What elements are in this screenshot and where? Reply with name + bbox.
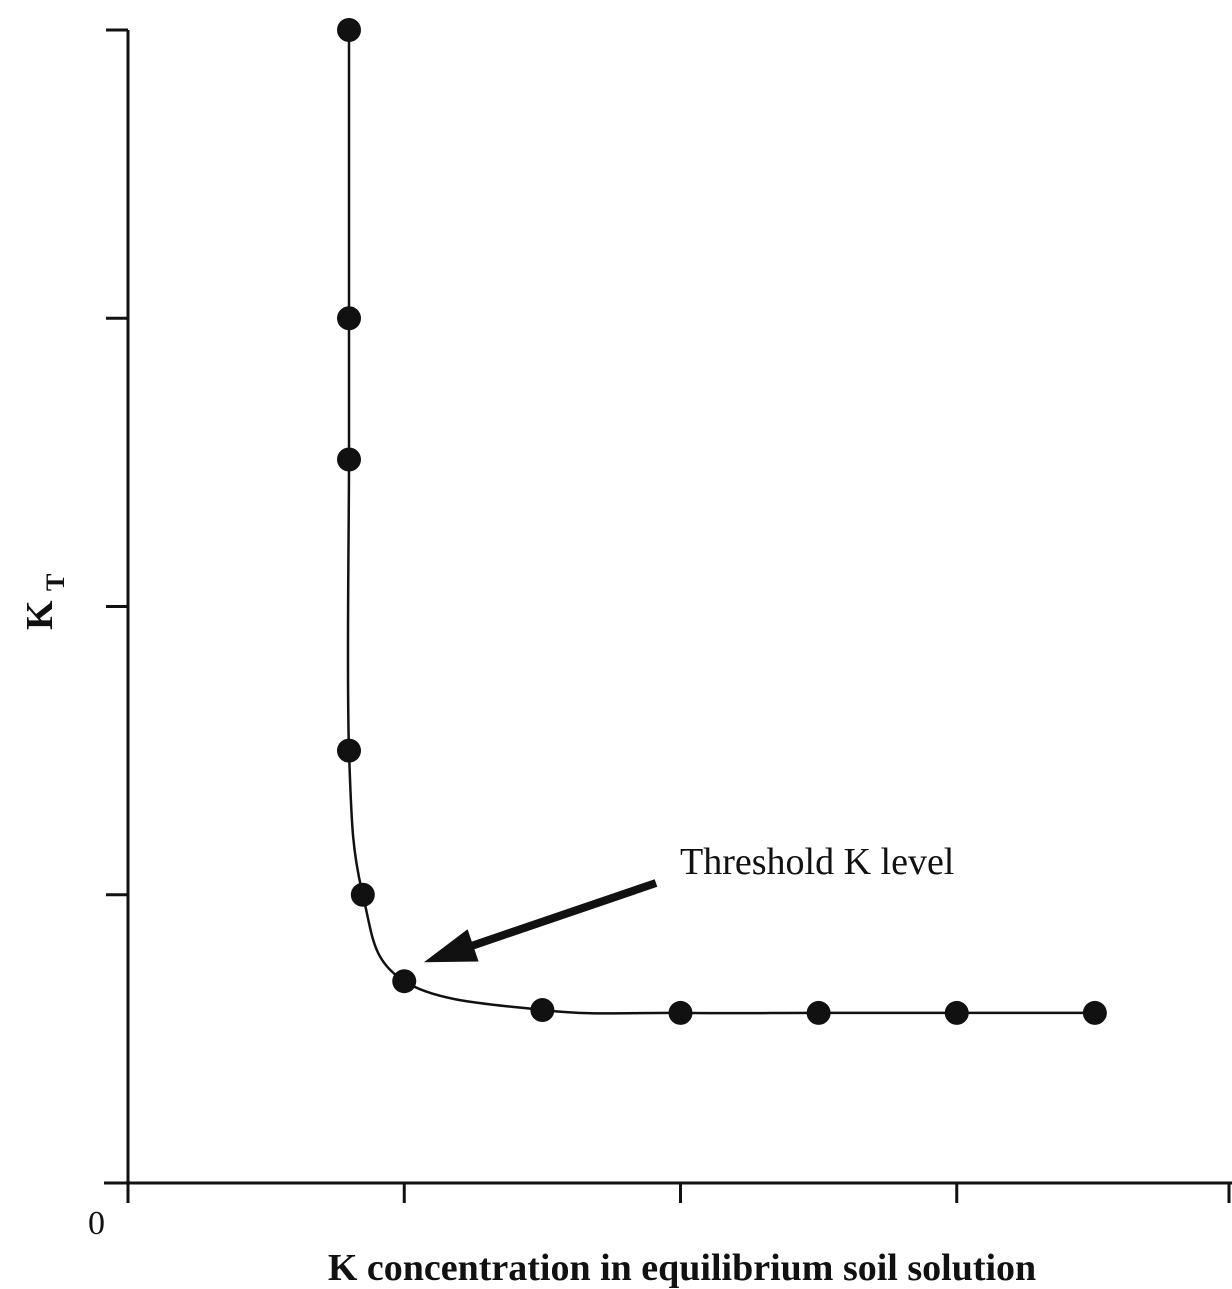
series-curve bbox=[346, 30, 1095, 1015]
y-axis-label-main: K bbox=[19, 600, 61, 630]
data-point bbox=[337, 738, 361, 763]
annotation-label: Threshold K level bbox=[680, 841, 954, 883]
data-point bbox=[337, 306, 361, 331]
origin-label: 0 bbox=[88, 1205, 105, 1242]
data-point bbox=[668, 1000, 693, 1025]
data-points bbox=[337, 18, 1107, 1025]
data-point bbox=[1082, 1000, 1107, 1025]
data-point bbox=[806, 1000, 831, 1025]
axes bbox=[104, 28, 1232, 1203]
y-axis-label-subscript: T bbox=[41, 574, 70, 591]
x-ticks bbox=[126, 1183, 1231, 1203]
data-point bbox=[337, 447, 361, 472]
data-point bbox=[350, 882, 375, 907]
y-axis-label: K T bbox=[19, 574, 70, 630]
data-point bbox=[337, 18, 361, 42]
data-point bbox=[944, 1000, 969, 1025]
y-ticks bbox=[106, 28, 128, 897]
data-point bbox=[530, 998, 555, 1023]
data-point bbox=[392, 969, 417, 994]
x-axis-label: K concentration in equilibrium soil solu… bbox=[328, 1247, 1036, 1289]
threshold-arrow bbox=[423, 879, 658, 963]
annotation: Threshold K level bbox=[423, 841, 954, 963]
